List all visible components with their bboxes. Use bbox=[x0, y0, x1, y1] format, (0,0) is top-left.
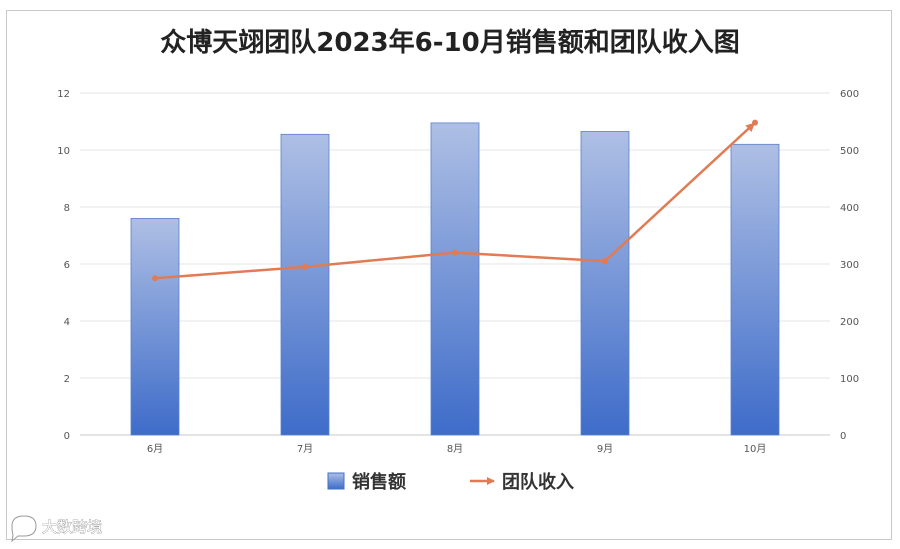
x-tick-label: 6月 bbox=[147, 443, 163, 455]
bar bbox=[130, 217, 180, 436]
legend-label-income: 团队收入 bbox=[502, 471, 574, 493]
watermark-text: 大数跨境 bbox=[42, 518, 102, 536]
x-tick-label: 10月 bbox=[744, 443, 767, 455]
speech-bubble-icon bbox=[11, 515, 37, 543]
bar bbox=[280, 133, 330, 436]
left-tick-label: 10 bbox=[57, 146, 70, 157]
left-tick-label: 2 bbox=[64, 374, 70, 385]
bar-series bbox=[130, 122, 780, 436]
legend-line-marker bbox=[487, 477, 495, 485]
line-arrowhead bbox=[745, 122, 755, 133]
right-tick-label: 0 bbox=[840, 431, 846, 442]
line-series bbox=[152, 119, 758, 282]
legend-label-sales: 销售额 bbox=[352, 471, 406, 493]
x-axis-ticks: 6月 7月 8月 9月 10月 bbox=[147, 443, 767, 455]
x-tick-label: 8月 bbox=[447, 443, 463, 455]
line-point bbox=[152, 275, 158, 282]
legend-swatch-bar bbox=[327, 472, 345, 490]
x-tick-label: 9月 bbox=[597, 443, 613, 455]
left-tick-label: 6 bbox=[64, 260, 70, 271]
left-axis-ticks: 0 2 4 6 8 10 12 bbox=[57, 89, 70, 442]
right-tick-label: 300 bbox=[840, 260, 859, 271]
bar bbox=[430, 122, 480, 436]
left-tick-label: 4 bbox=[64, 317, 70, 328]
right-tick-label: 500 bbox=[840, 146, 859, 157]
watermark: 大数跨境 bbox=[11, 515, 102, 543]
left-tick-label: 12 bbox=[57, 89, 70, 100]
right-tick-label: 400 bbox=[840, 203, 859, 214]
bar bbox=[580, 131, 630, 436]
right-tick-label: 200 bbox=[840, 317, 859, 328]
line-point bbox=[302, 263, 308, 270]
right-axis-ticks: 0 100 200 300 400 500 600 bbox=[840, 89, 859, 442]
line-point bbox=[452, 249, 458, 256]
x-tick-label: 7月 bbox=[297, 443, 313, 455]
right-tick-label: 600 bbox=[840, 89, 859, 100]
legend: 销售额 团队收入 bbox=[327, 471, 574, 493]
right-tick-label: 100 bbox=[840, 374, 859, 385]
chart-title: 众博天翊团队2023年6-10月销售额和团队收入图 bbox=[160, 27, 739, 58]
left-tick-label: 0 bbox=[64, 431, 70, 442]
bar bbox=[730, 143, 780, 436]
left-tick-label: 8 bbox=[64, 203, 70, 214]
line-point bbox=[602, 258, 608, 265]
